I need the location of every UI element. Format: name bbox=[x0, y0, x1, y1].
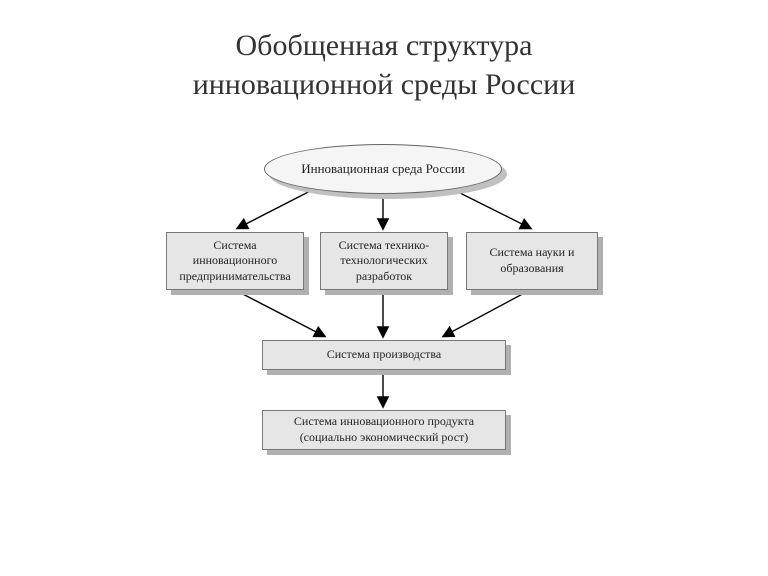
node-center: Система технико-технологических разработ… bbox=[320, 232, 448, 290]
title-line-2: инновационной среды России bbox=[193, 68, 576, 101]
title-line-1: Обобщенная структура bbox=[236, 29, 533, 62]
node-top-ellipse: Инновационная среда России bbox=[264, 144, 502, 194]
node-left: Система инновационного предпринимательст… bbox=[166, 232, 304, 290]
node-product-label: Система инновационного продукта (социаль… bbox=[294, 414, 474, 445]
flowchart-diagram: Инновационная среда России Система иннов… bbox=[0, 130, 768, 550]
node-left-label: Система инновационного предпринимательст… bbox=[175, 238, 295, 285]
node-right: Система науки и образования bbox=[466, 232, 598, 290]
node-center-label: Система технико-технологических разработ… bbox=[329, 238, 439, 285]
node-production-label: Система производства bbox=[327, 347, 442, 363]
node-right-label: Система науки и образования bbox=[475, 245, 589, 276]
page-title: Обобщенная структура инновационной среды… bbox=[0, 0, 768, 104]
node-top-label: Инновационная среда России bbox=[301, 161, 465, 177]
node-production: Система производства bbox=[262, 340, 506, 370]
node-product: Система инновационного продукта (социаль… bbox=[262, 410, 506, 450]
